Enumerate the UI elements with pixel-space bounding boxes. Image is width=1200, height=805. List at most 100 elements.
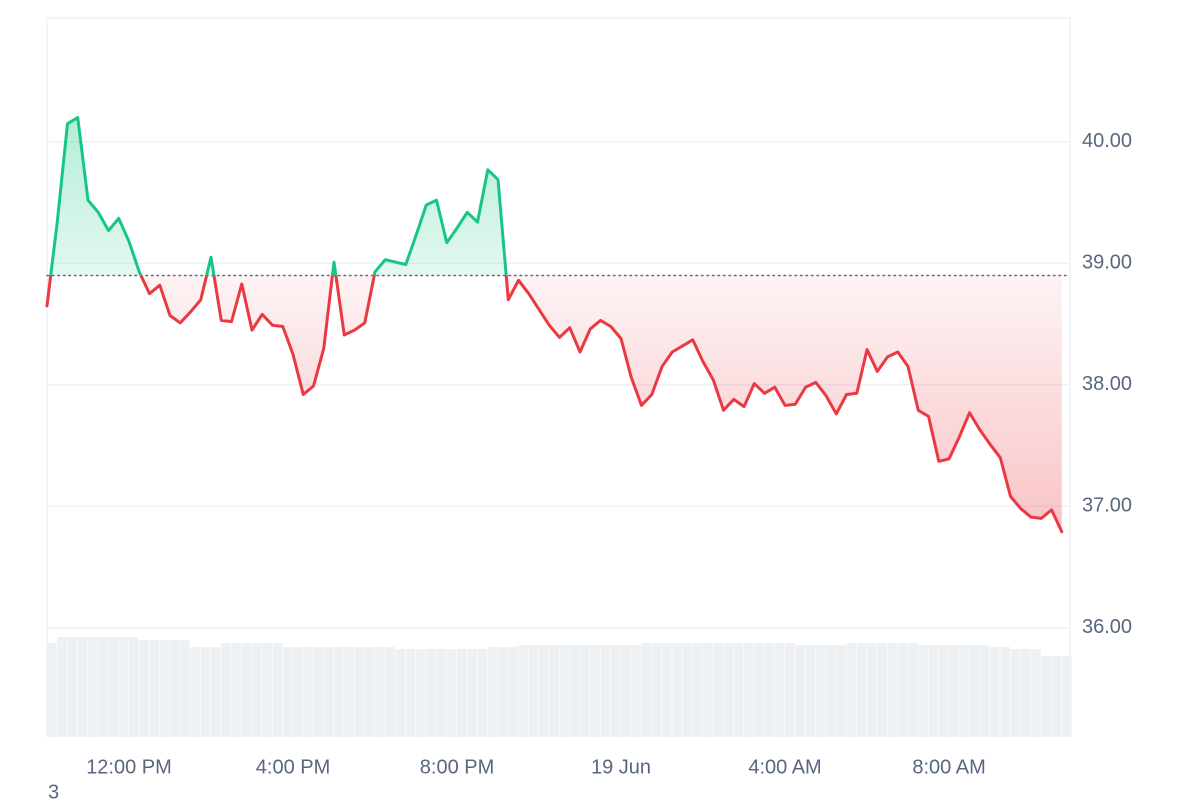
volume-bar [733, 643, 744, 737]
volume-bar [323, 647, 334, 737]
volume-bar [47, 643, 57, 737]
volume-bar [846, 643, 857, 737]
plot-marks: 36.00 37.00 38.00 39.00 40.00 12:00 PM 4:00 PM… [45, 116, 1132, 778]
volume-bar [57, 637, 67, 737]
volume-bar [928, 645, 939, 737]
volume-bar [498, 647, 508, 737]
volume-bar [621, 645, 631, 737]
y-tick-label: 36.00 [1082, 616, 1132, 638]
volume-bar [897, 643, 908, 737]
volume-bar [180, 640, 190, 737]
volume-bar [67, 637, 78, 737]
volume-bar [959, 645, 969, 737]
volume-bar [252, 643, 262, 737]
volume-bar [1031, 649, 1041, 737]
volume-bar [518, 645, 529, 737]
volume-bar [641, 643, 652, 737]
volume-bar [88, 637, 98, 737]
volume-bar [774, 643, 785, 737]
volume-bar [918, 645, 928, 737]
volume-bar [354, 647, 365, 737]
volume-bar [580, 645, 590, 737]
volume-bar [682, 643, 693, 737]
volume-bar [262, 643, 272, 737]
volume-bar [528, 645, 539, 737]
volume-bar [938, 645, 949, 737]
volume-bar [487, 647, 498, 737]
volume-bar [569, 645, 580, 737]
volume-bar [600, 645, 611, 737]
volume-bar [98, 637, 108, 737]
volume-bar [764, 643, 775, 737]
volume-bar [990, 647, 1000, 737]
volume-bar [293, 647, 303, 737]
x-tick-label: 8:00 AM [912, 756, 985, 778]
volume-bar [856, 643, 867, 737]
volume-bar [559, 645, 570, 737]
volume-bar [1010, 649, 1021, 737]
y-tick-label: 39.00 [1082, 252, 1132, 274]
volume-bar [149, 640, 160, 737]
volume-bar [651, 643, 662, 737]
y-tick-label: 40.00 [1082, 130, 1132, 152]
volume-bar [364, 647, 375, 737]
volume-bar [867, 643, 877, 737]
volume-bar [590, 645, 600, 737]
volume-bar [77, 637, 88, 737]
x-tick-label: 4:00 PM [256, 756, 330, 778]
volume-bar [754, 643, 764, 737]
volume-bar [692, 643, 703, 737]
volume-bar [436, 649, 447, 737]
volume-bar [539, 645, 549, 737]
volume-bar [1061, 656, 1072, 737]
price-area [47, 117, 1062, 532]
volume-bar [139, 640, 149, 737]
volume-bar [631, 645, 641, 737]
volume-bar [815, 645, 826, 737]
volume-bar [795, 645, 805, 737]
volume-bar [282, 647, 293, 737]
volume-bar [549, 645, 559, 737]
volume-bar [231, 643, 242, 737]
volume-bar [877, 643, 887, 737]
volume-bar [836, 645, 846, 737]
volume-bar [159, 640, 170, 737]
volume-bar [969, 645, 980, 737]
price-line [45, 116, 1064, 534]
y-tick-label: 37.00 [1082, 495, 1132, 517]
volume-bar [416, 649, 426, 737]
x-tick-label: 4:00 AM [748, 756, 821, 778]
volume-bar [221, 643, 231, 737]
volume-bar [426, 649, 436, 737]
volume-bar [108, 637, 119, 737]
footer-text: 3 [48, 781, 59, 800]
volume-bar [477, 649, 488, 737]
volume-bar [785, 643, 795, 737]
volume-bar [190, 647, 201, 737]
volume-bar [170, 640, 180, 737]
volume-bar [241, 643, 252, 737]
volume-bar [979, 645, 990, 737]
volume-bar [1051, 656, 1062, 737]
volume-bar [908, 643, 918, 737]
volume-bar [200, 647, 211, 737]
volume-bar [467, 649, 477, 737]
volume-bar [395, 649, 406, 737]
volume-bar [662, 643, 672, 737]
volume-bar [344, 647, 354, 737]
x-tick-label: 12:00 PM [86, 756, 172, 778]
volume-bar [1000, 647, 1010, 737]
volume-bar [211, 647, 221, 737]
volume-bar [446, 649, 457, 737]
volume-bar [887, 643, 898, 737]
volume-bar [744, 643, 754, 737]
volume-bar [949, 645, 959, 737]
volume-bar [805, 645, 816, 737]
volume-bar [713, 643, 723, 737]
volume-bar [457, 649, 467, 737]
volume-bar [385, 647, 395, 737]
volume-bar [826, 645, 836, 737]
volume-bar [1020, 649, 1031, 737]
